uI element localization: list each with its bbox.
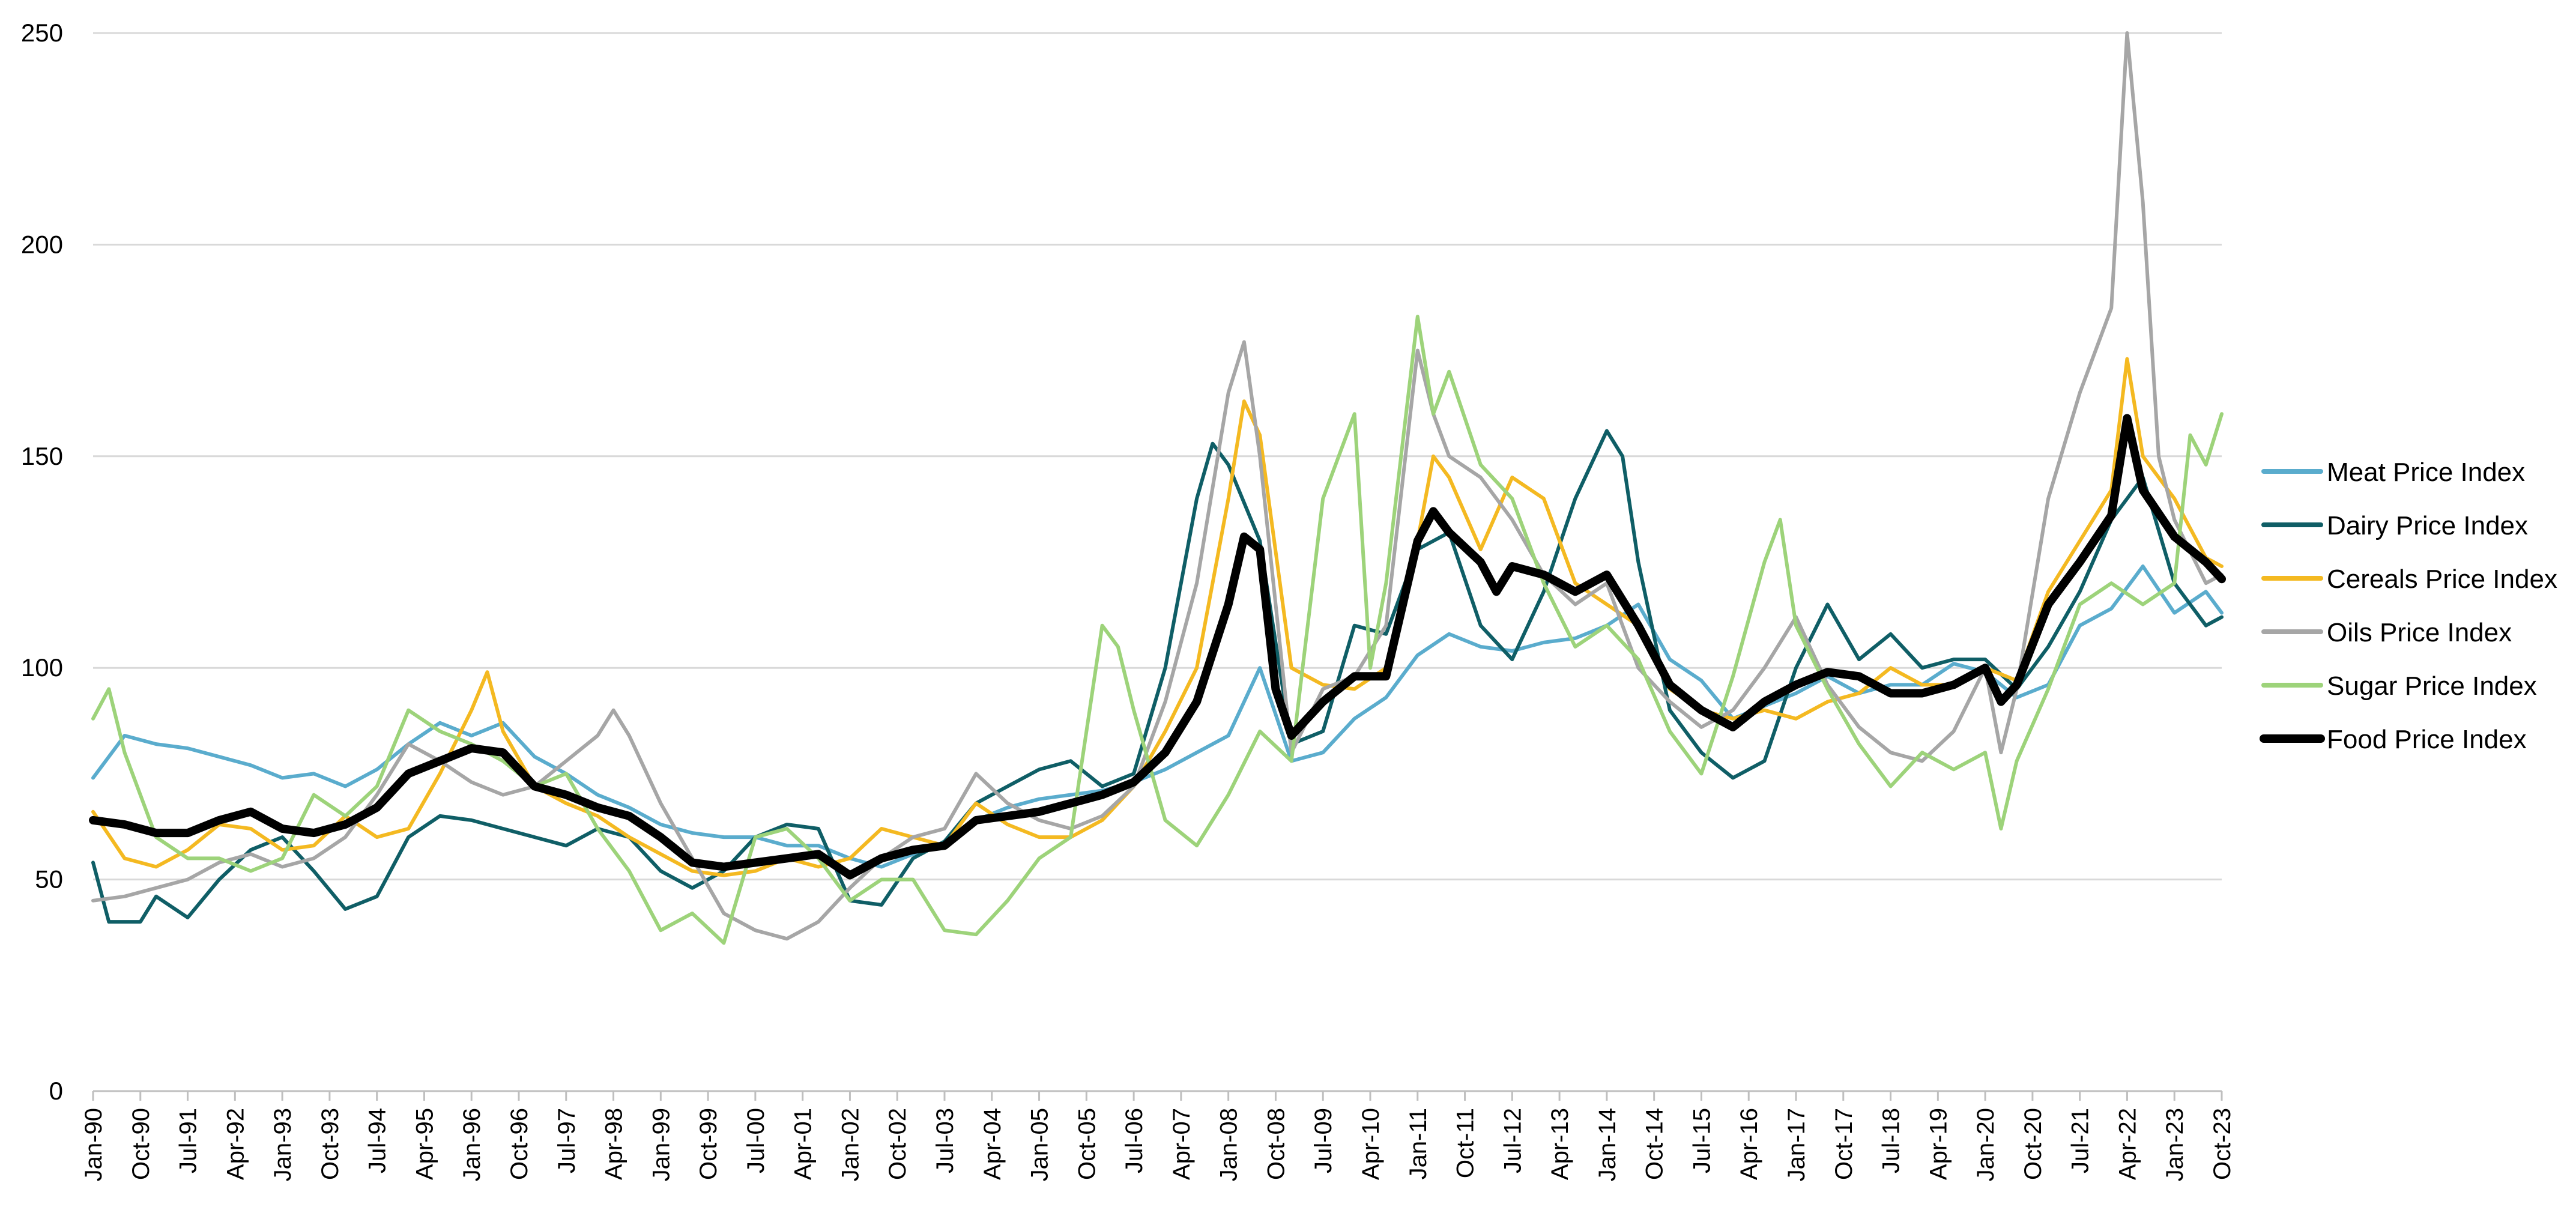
x-tick-label: Jan-99 bbox=[648, 1108, 674, 1181]
x-tick-label: Oct-90 bbox=[128, 1108, 154, 1180]
x-tick-label: Jan-14 bbox=[1594, 1108, 1621, 1181]
series-lines bbox=[89, 31, 2226, 945]
x-tick-label: Oct-23 bbox=[2209, 1108, 2236, 1180]
x-tick-label: Jul-94 bbox=[364, 1108, 391, 1173]
y-tick-label: 150 bbox=[21, 442, 63, 470]
series-line-dairy-price-index bbox=[91, 429, 2224, 924]
series-line-oils-price-index bbox=[91, 31, 2224, 941]
legend-label: Dairy Price Index bbox=[2327, 511, 2528, 540]
x-tick-label: Jul-15 bbox=[1689, 1108, 1715, 1173]
x-tick-label: Jan-11 bbox=[1405, 1108, 1432, 1179]
x-tick-label: Apr-10 bbox=[1358, 1108, 1384, 1180]
x-tick-label: Apr-95 bbox=[411, 1108, 438, 1180]
x-tick-label: Apr-16 bbox=[1736, 1108, 1762, 1180]
x-tick-label: Jan-90 bbox=[80, 1108, 107, 1181]
x-tick-label: Oct-17 bbox=[1831, 1108, 1857, 1180]
y-tick-label: 0 bbox=[49, 1077, 63, 1105]
x-tick-label: Oct-93 bbox=[317, 1108, 343, 1180]
x-tick-label: Jul-97 bbox=[554, 1108, 580, 1173]
x-tick-label: Oct-02 bbox=[884, 1108, 911, 1180]
x-tick-label: Apr-07 bbox=[1169, 1108, 1195, 1180]
x-tick-label: Apr-01 bbox=[790, 1108, 817, 1180]
legend-label: Food Price Index bbox=[2327, 725, 2527, 754]
x-tick-label: Jan-93 bbox=[270, 1108, 296, 1181]
x-tick-label: Jan-23 bbox=[2162, 1108, 2188, 1181]
x-tick-label: Jan-20 bbox=[1973, 1108, 1999, 1181]
x-tick-label: Jan-96 bbox=[459, 1108, 485, 1181]
x-tick-label: Jul-18 bbox=[1878, 1108, 1905, 1173]
y-tick-label: 250 bbox=[21, 19, 63, 47]
series-line-sugar-price-index bbox=[91, 315, 2224, 945]
legend-label: Sugar Price Index bbox=[2327, 671, 2537, 701]
x-tick-label: Jan-17 bbox=[1783, 1108, 1810, 1181]
y-axis-ticks: 0 50 100 150 200 250 bbox=[21, 19, 63, 1105]
x-tick-label: Jan-05 bbox=[1027, 1108, 1053, 1181]
x-tick-label: Oct-99 bbox=[695, 1108, 722, 1180]
grid-lines bbox=[93, 32, 2222, 1092]
x-tick-label: Oct-05 bbox=[1074, 1108, 1100, 1180]
x-tick-label: Apr-92 bbox=[222, 1108, 249, 1180]
y-tick-label: 100 bbox=[21, 653, 63, 682]
legend-label: Cereals Price Index bbox=[2327, 564, 2557, 594]
x-tick-label: Jul-09 bbox=[1310, 1108, 1337, 1173]
x-tick-label: Jul-12 bbox=[1499, 1108, 1526, 1173]
x-tick-label: Jul-00 bbox=[743, 1108, 769, 1173]
x-tick-label: Apr-04 bbox=[979, 1108, 1006, 1180]
x-tick-label: Oct-20 bbox=[2020, 1108, 2046, 1180]
x-tick-label: Jul-21 bbox=[2067, 1108, 2094, 1173]
x-tick-label: Jul-03 bbox=[932, 1108, 958, 1173]
x-tick-label: Jan-02 bbox=[837, 1108, 863, 1181]
x-tick-label: Oct-11 bbox=[1453, 1108, 1479, 1178]
x-tick-label: Oct-08 bbox=[1263, 1108, 1289, 1180]
x-tick-label: Apr-22 bbox=[2114, 1108, 2141, 1180]
y-tick-label: 200 bbox=[21, 230, 63, 258]
x-tick-label: Apr-19 bbox=[1925, 1108, 1952, 1180]
x-tick-label: Apr-13 bbox=[1547, 1108, 1573, 1180]
x-tick-label: Jul-06 bbox=[1121, 1108, 1147, 1173]
x-tick-label: Oct-14 bbox=[1642, 1108, 1668, 1180]
x-tick-label: Apr-98 bbox=[601, 1108, 627, 1180]
x-tick-label: Oct-96 bbox=[506, 1108, 533, 1180]
legend-label: Meat Price Index bbox=[2327, 458, 2525, 487]
x-tick-label: Jul-91 bbox=[175, 1108, 202, 1173]
x-axis: Jan-90 Oct-90 Jul-91 Apr-92 Jan-93 Oct-93 Jul-… bbox=[80, 1090, 2236, 1181]
x-tick-label: Jan-08 bbox=[1216, 1108, 1242, 1181]
series-line-food-price-index bbox=[89, 414, 2226, 880]
legend: Meat Price Index Dairy Price Index Cereals… bbox=[2260, 458, 2557, 754]
y-tick-label: 50 bbox=[35, 865, 63, 894]
series-line-cereals-price-index bbox=[91, 357, 2224, 877]
legend-label: Oils Price Index bbox=[2327, 618, 2512, 647]
